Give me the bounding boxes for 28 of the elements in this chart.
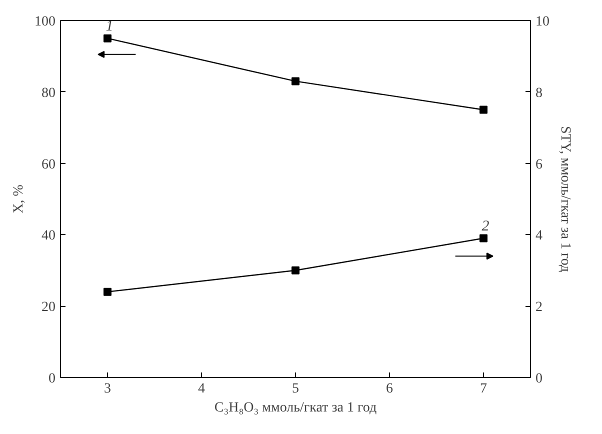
y2-tick-label: 4 [536, 228, 542, 244]
y-tick-label: 60 [42, 157, 56, 172]
y-tick-label: 80 [42, 86, 56, 101]
x-tick-label: 7 [480, 382, 487, 396]
annotation: 2 [482, 218, 490, 234]
y-tick-label: 0 [48, 372, 56, 386]
x-tick-label: 3 [104, 382, 111, 396]
point [104, 288, 112, 296]
point [292, 266, 300, 274]
annotation: 1 [106, 18, 114, 34]
point [292, 77, 300, 86]
y2-tick-label: 8 [536, 86, 542, 101]
x-tick-label: 6 [386, 382, 393, 396]
y-axis-title: X, % [12, 184, 26, 214]
point [480, 234, 488, 242]
x-axis-title: C₃H₈O₃ ммоль/гкат за 1 год [214, 400, 377, 416]
y2-tick-label: 0 [536, 372, 542, 386]
y2-tick-label: 6 [536, 157, 542, 172]
y-tick-label: 100 [34, 14, 56, 30]
x-tick-label: 4 [198, 382, 205, 396]
y-tick-label: 20 [42, 300, 56, 316]
y-tick-label: 40 [42, 228, 56, 244]
y2-tick-label: 10 [536, 14, 550, 30]
x-tick-label: 5 [292, 382, 299, 396]
y2-tick-label: 2 [536, 300, 542, 316]
point [480, 106, 488, 114]
y2-axis-title: STY, ммоль/гкат за 1 год [558, 126, 572, 272]
point [104, 34, 112, 42]
